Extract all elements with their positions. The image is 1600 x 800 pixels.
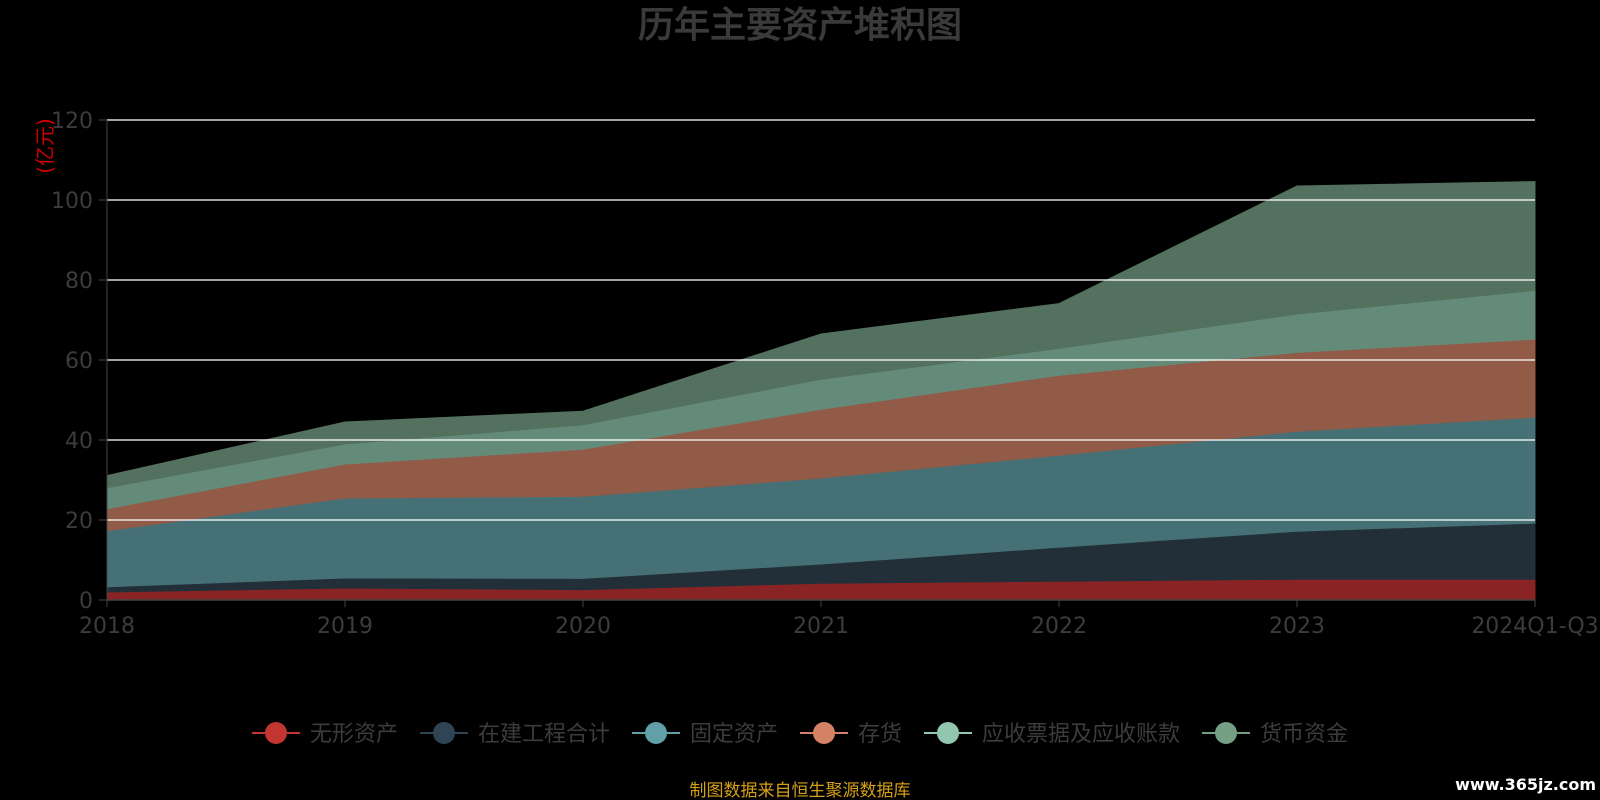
watermark: www.365jz.com <box>1455 775 1596 794</box>
x-tick-label-3: 2020 <box>555 614 611 639</box>
legend-item: 应收票据及应收账款 <box>924 722 1180 747</box>
x-tick-label-5: 2022 <box>1031 614 1087 639</box>
x-tick-label-1: 2018 <box>79 614 135 639</box>
y-tick-label-0: 0 <box>79 589 93 614</box>
axes: 0 20 40 60 80 100 120 2018 2019 2020 2021 2022 2023 2… <box>51 109 1599 639</box>
legend-item: 在建工程合计 <box>420 722 610 747</box>
chart-title: 历年主要资产堆积图 <box>638 5 962 46</box>
legend-circle-marker <box>265 722 287 744</box>
legend-circle-marker <box>433 722 455 744</box>
legend-label: 无形资产 <box>310 722 398 747</box>
legend-label: 存货 <box>858 722 902 747</box>
area-series-group <box>106 181 1536 601</box>
legend-circle-marker <box>1215 722 1237 744</box>
y-tick-label-40: 40 <box>65 429 93 454</box>
legend-item: 货币资金 <box>1202 722 1348 747</box>
legend-circle-marker <box>645 722 667 744</box>
x-tick-label-2: 2019 <box>317 614 373 639</box>
y-tick-label-100: 100 <box>51 189 93 214</box>
legend-item: 固定资产 <box>632 722 778 747</box>
y-axis-unit-label: (亿元) <box>33 118 57 174</box>
y-tick-label-60: 60 <box>65 349 93 374</box>
legend-label: 在建工程合计 <box>478 722 610 747</box>
x-tick-label-6: 2023 <box>1269 614 1325 639</box>
legend-circle-marker <box>937 722 959 744</box>
x-tick-label-4: 2021 <box>793 614 849 639</box>
x-tick-label-7: 2024Q1-Q3 <box>1471 614 1598 639</box>
legend-item: 无形资产 <box>252 722 398 747</box>
legend: 无形资产 在建工程合计 固定资产 存货 应收票据及应收账款 货币资金 <box>252 722 1348 747</box>
legend-label: 固定资产 <box>690 722 778 747</box>
y-tick-label-120: 120 <box>51 109 93 134</box>
legend-item: 存货 <box>800 722 902 747</box>
legend-circle-marker <box>813 722 835 744</box>
legend-label: 应收票据及应收账款 <box>982 722 1180 747</box>
y-tick-label-20: 20 <box>65 509 93 534</box>
y-tick-label-80: 80 <box>65 269 93 294</box>
legend-label: 货币资金 <box>1260 722 1348 747</box>
data-source-note: 制图数据来自恒生聚源数据库 <box>690 781 911 800</box>
area-series-6 <box>106 181 1536 489</box>
gridlines <box>107 119 1535 521</box>
